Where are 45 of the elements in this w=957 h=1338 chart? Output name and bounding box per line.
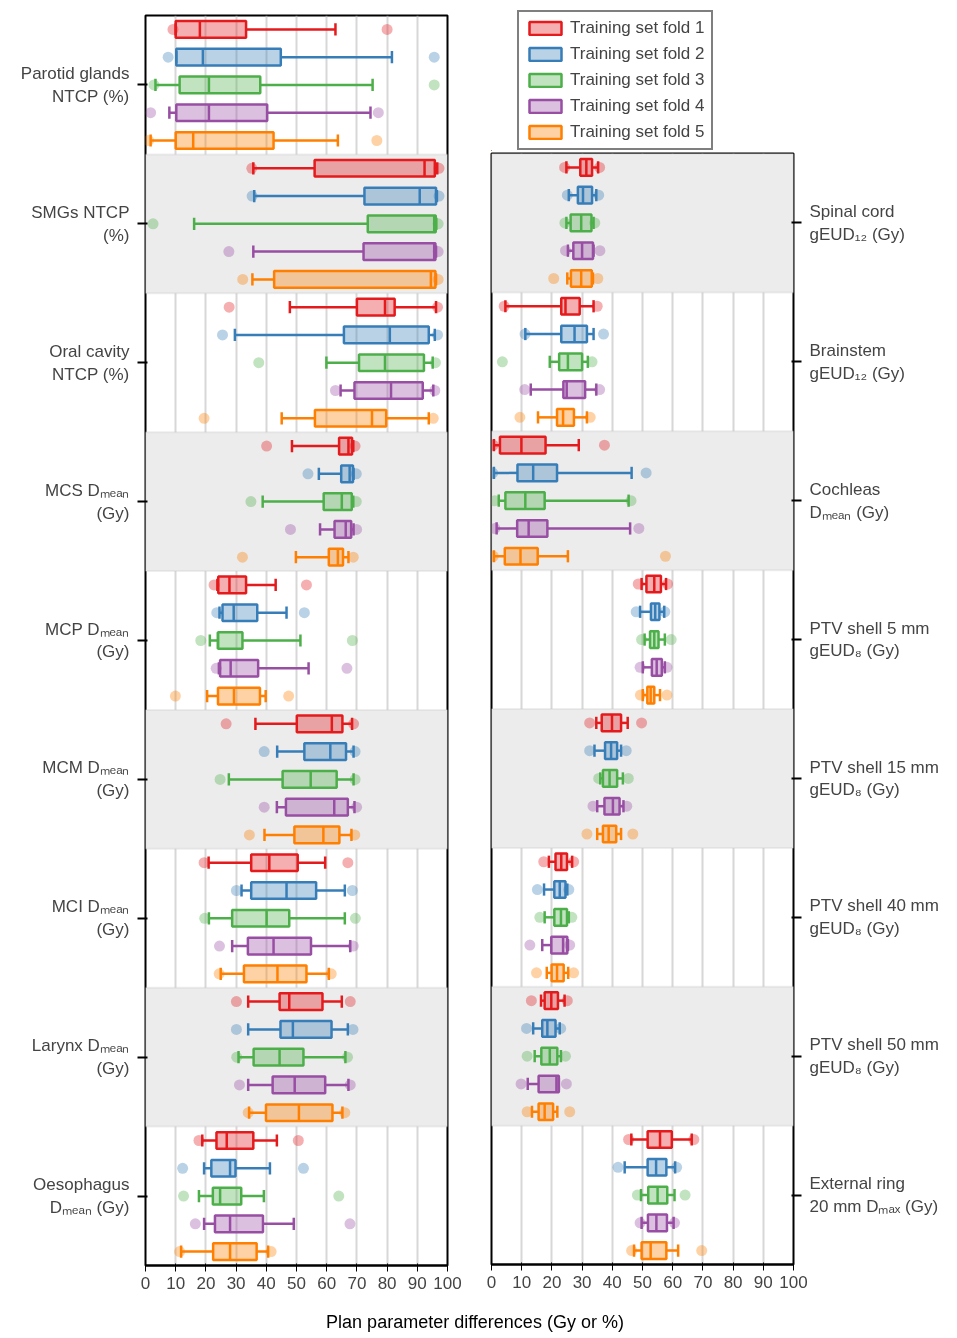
y-tick-label: PTV shell 15 mm gEUD₈ (Gy): [809, 757, 939, 800]
y-tick-label: PTV shell 50 mm gEUD₈ (Gy): [809, 1035, 939, 1078]
y-tick-label: External ring 20 mm Dₘₐₓ (Gy): [809, 1174, 939, 1216]
y-tick-label: Oral cavity NTCP (%): [49, 341, 130, 384]
x-tick-label: 80: [723, 1272, 743, 1292]
x-tick-label: 70: [347, 1273, 367, 1293]
x-tick-label: 60: [317, 1273, 337, 1293]
x-tick-label: 30: [226, 1273, 246, 1293]
y-tick-label: PTV shell 40 mm gEUD₈ (Gy): [809, 896, 939, 939]
legend-label: Training set fold 2: [570, 44, 705, 64]
x-tick-label: 20: [542, 1272, 562, 1292]
y-tick-label: SMGs NTCP (%): [31, 202, 130, 245]
y-tick-label: PTV shell 5 mm gEUD₈ (Gy): [809, 618, 930, 661]
x-tick-label: 70: [693, 1272, 713, 1292]
x-tick-label: 100: [779, 1272, 808, 1292]
x-tick-label: 90: [753, 1272, 773, 1292]
legend-label: Training set fold 4: [570, 96, 705, 116]
y-tick-label: Brainstem gEUD₁₂ (Gy): [809, 340, 905, 383]
x-tick-label: 80: [377, 1273, 397, 1293]
y-tick-label: Oesophagus Dₘₑₐₙ (Gy): [33, 1175, 130, 1217]
legend-label: Training set fold 1: [570, 18, 705, 38]
x-tick-label: 0: [140, 1273, 151, 1293]
y-tick-label: Parotid glands NTCP (%): [20, 64, 130, 106]
x-tick-label: 10: [166, 1273, 186, 1293]
y-tick-label: MCI Dₘₑₐₙ (Gy): [51, 897, 130, 940]
y-tick-label: Cochleas Dₘₑₐₙ (Gy): [809, 479, 890, 522]
x-tick-label: 40: [256, 1273, 276, 1293]
y-tick-label: MCS Dₘₑₐₙ (Gy): [45, 480, 130, 523]
x-tick-label: 0: [486, 1272, 497, 1292]
legend-label: Training set fold 5: [570, 122, 705, 142]
y-tick-label: Larynx Dₘₑₐₙ (Gy): [31, 1036, 130, 1079]
x-tick-label: 90: [407, 1273, 427, 1293]
x-tick-label: 100: [433, 1273, 462, 1293]
x-tick-label: 30: [572, 1272, 592, 1292]
y-tick-label: Spinal cord gEUD₁₂ (Gy): [809, 202, 905, 244]
x-tick-label: 60: [663, 1272, 683, 1292]
x-axis-title: Plan parameter differences (Gy or %): [326, 1311, 624, 1334]
x-tick-label: 10: [512, 1272, 532, 1292]
x-tick-label: 50: [287, 1273, 306, 1293]
x-tick-label: 50: [633, 1272, 652, 1292]
x-tick-label: 20: [196, 1273, 216, 1293]
legend-label: Training set fold 3: [570, 70, 705, 90]
y-tick-label: MCM Dₘₑₐₙ (Gy): [42, 758, 130, 801]
y-tick-label: MCP Dₘₑₐₙ (Gy): [45, 619, 130, 662]
x-tick-label: 40: [602, 1272, 622, 1292]
